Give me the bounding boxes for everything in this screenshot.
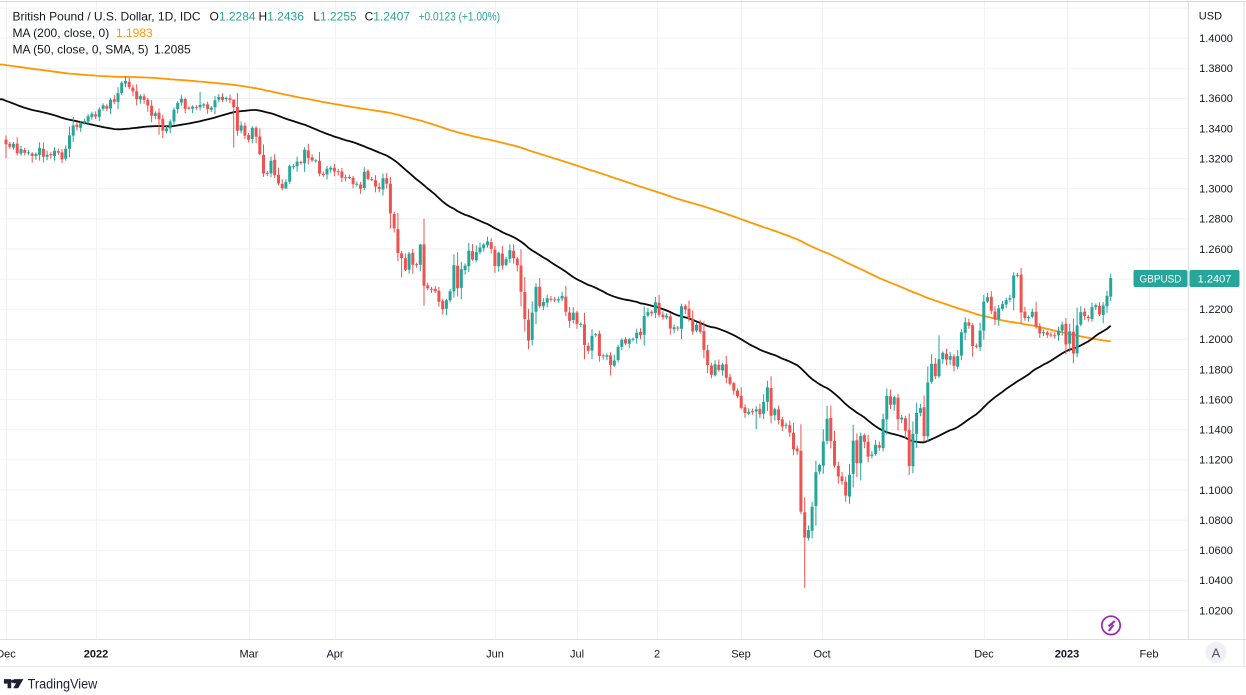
svg-text:1.4000: 1.4000 xyxy=(1199,33,1233,45)
svg-text:Oct: Oct xyxy=(813,648,830,660)
svg-text:1.1000: 1.1000 xyxy=(1199,485,1233,497)
svg-text:British Pound / U.S. Dollar, 1: British Pound / U.S. Dollar, 1D, IDC xyxy=(13,10,201,24)
svg-text:GBPUSD: GBPUSD xyxy=(1140,274,1182,286)
svg-text:Jul: Jul xyxy=(570,648,584,660)
svg-text:O1.2284: O1.2284 xyxy=(210,10,256,24)
svg-text:TradingView: TradingView xyxy=(28,676,98,691)
svg-text:1.2200: 1.2200 xyxy=(1199,304,1233,316)
svg-text:USD: USD xyxy=(1199,11,1222,23)
svg-text:1.2085: 1.2085 xyxy=(154,43,191,57)
svg-text:1.1400: 1.1400 xyxy=(1199,425,1233,437)
svg-text:+0.0123 (+1.00%): +0.0123 (+1.00%) xyxy=(419,10,501,24)
svg-text:MA (50, close, 0, SMA, 5): MA (50, close, 0, SMA, 5) xyxy=(13,43,149,57)
svg-text:1.1600: 1.1600 xyxy=(1199,394,1233,406)
svg-text:MA (200, close, 0): MA (200, close, 0) xyxy=(13,26,110,40)
svg-text:Apr: Apr xyxy=(326,648,343,660)
svg-text:2023: 2023 xyxy=(1055,648,1079,660)
svg-text:1.1800: 1.1800 xyxy=(1199,364,1233,376)
svg-text:1.1983: 1.1983 xyxy=(116,26,153,40)
svg-text:2022: 2022 xyxy=(84,648,108,660)
svg-text:1.3600: 1.3600 xyxy=(1199,93,1233,105)
svg-text:H1.2436: H1.2436 xyxy=(259,10,305,24)
svg-text:1.3400: 1.3400 xyxy=(1199,123,1233,135)
svg-text:1.3800: 1.3800 xyxy=(1199,63,1233,75)
svg-text:2: 2 xyxy=(654,648,660,660)
svg-text:L1.2255: L1.2255 xyxy=(313,10,357,24)
svg-text:Jun: Jun xyxy=(486,648,504,660)
svg-text:Feb: Feb xyxy=(1140,648,1159,660)
svg-text:Dec: Dec xyxy=(974,648,994,660)
svg-text:Dec: Dec xyxy=(0,648,16,660)
svg-text:1.0800: 1.0800 xyxy=(1199,515,1233,527)
svg-text:1.0600: 1.0600 xyxy=(1199,545,1233,557)
svg-text:Mar: Mar xyxy=(240,648,259,660)
svg-text:1.1200: 1.1200 xyxy=(1199,455,1233,467)
svg-text:C1.2407: C1.2407 xyxy=(365,10,411,24)
svg-text:A: A xyxy=(1212,645,1221,660)
svg-text:1.2407: 1.2407 xyxy=(1198,274,1232,286)
svg-text:1.3000: 1.3000 xyxy=(1199,184,1233,196)
svg-text:1.3200: 1.3200 xyxy=(1199,153,1233,165)
svg-text:Sep: Sep xyxy=(731,648,751,660)
svg-text:1.0400: 1.0400 xyxy=(1199,575,1233,587)
svg-text:1.2800: 1.2800 xyxy=(1199,214,1233,226)
svg-text:1.2000: 1.2000 xyxy=(1199,334,1233,346)
svg-text:1.0200: 1.0200 xyxy=(1199,605,1233,617)
svg-text:1.2600: 1.2600 xyxy=(1199,244,1233,256)
